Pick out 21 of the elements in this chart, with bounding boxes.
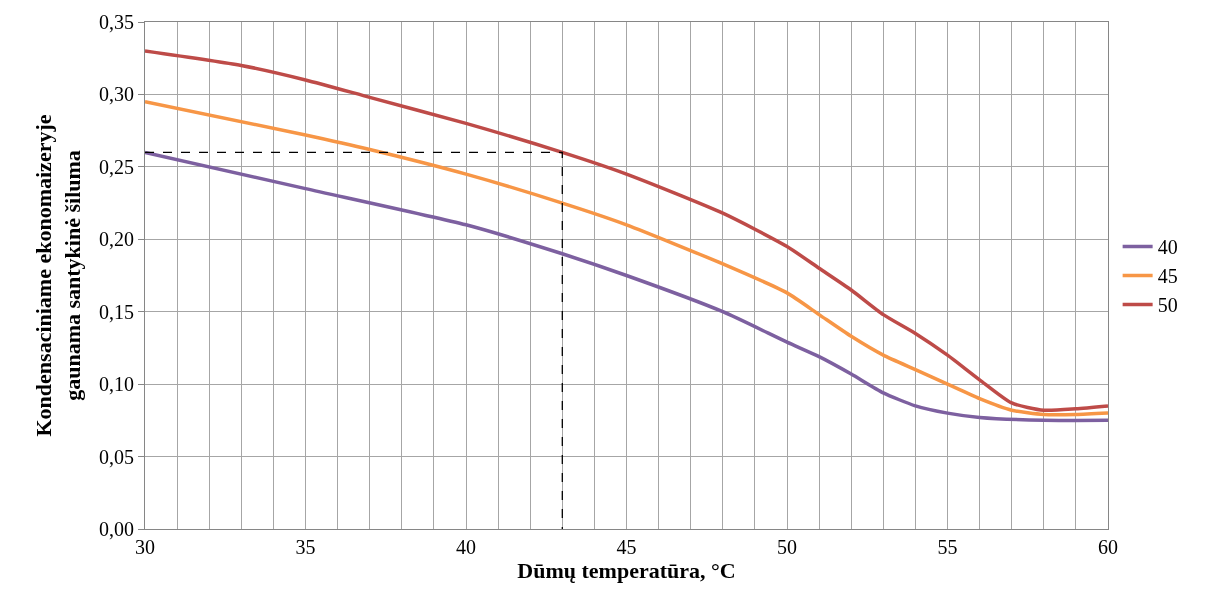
legend-label: 45 bbox=[1157, 265, 1178, 288]
y-tick-label: 0,15 bbox=[99, 300, 134, 323]
x-tick-label: 30 bbox=[135, 536, 155, 558]
y-tick-label: 0,10 bbox=[99, 373, 134, 396]
x-tick-label: 55 bbox=[937, 536, 958, 558]
y-tick-label: 0,05 bbox=[99, 445, 134, 468]
y-tick-label: 0,30 bbox=[99, 83, 134, 106]
y-tick-label: 0,20 bbox=[99, 228, 134, 251]
x-tick-label: 45 bbox=[616, 536, 637, 558]
x-axis-title: Dūmų temperatūra, °C bbox=[517, 558, 736, 583]
x-tick-label: 60 bbox=[1098, 536, 1118, 558]
x-tick-label: 50 bbox=[777, 536, 797, 558]
x-tick-label: 40 bbox=[456, 536, 476, 558]
legend-label: 50 bbox=[1157, 294, 1178, 317]
x-tick-label: 35 bbox=[295, 536, 316, 558]
y-tick-label: 0,00 bbox=[99, 518, 134, 540]
y-tick-label: 0,35 bbox=[99, 11, 134, 33]
y-tick-label: 0,25 bbox=[99, 155, 134, 178]
legend-label: 40 bbox=[1157, 236, 1178, 259]
y-axis-title: Kondensaciniame ekonomaizeryje gaunama santykinė šiluma bbox=[31, 114, 85, 437]
line-series bbox=[145, 150, 1108, 423]
